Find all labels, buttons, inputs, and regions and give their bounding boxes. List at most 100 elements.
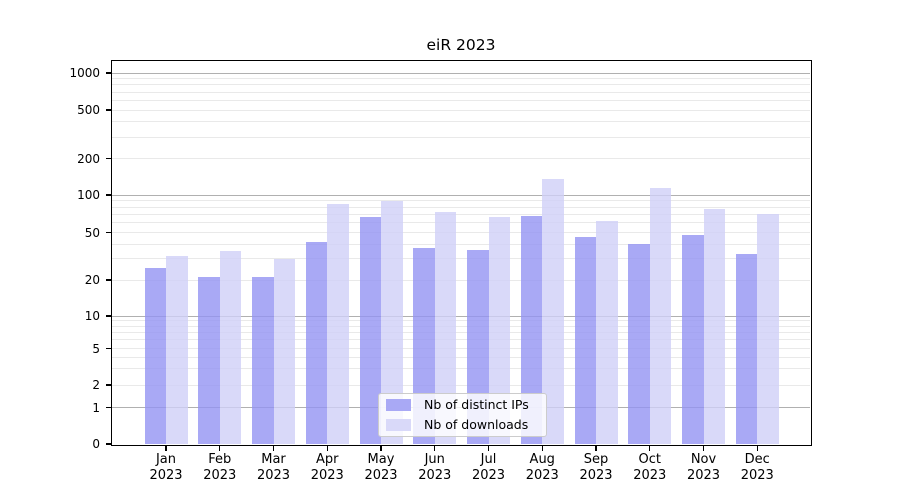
legend-swatch-downloads <box>386 419 411 431</box>
bar-downloads-aug-2023 <box>542 179 564 444</box>
x-tick-mark <box>756 445 758 451</box>
x-tick-label: Nov 2023 <box>686 452 721 483</box>
x-tick-label: Oct 2023 <box>633 452 667 483</box>
x-tick-mark <box>487 445 490 451</box>
bar-downloads-may-2023 <box>381 200 403 444</box>
minor-gridline <box>112 222 810 224</box>
y-tick-mark <box>105 194 111 196</box>
legend-label-downloads: Nb of downloads <box>424 417 529 432</box>
minor-gridline <box>112 109 810 111</box>
minor-gridline <box>112 136 810 138</box>
minor-gridline <box>112 243 810 245</box>
minor-gridline <box>112 121 810 123</box>
bar-downloads-oct-2023 <box>649 188 672 444</box>
x-tick-mark <box>434 445 436 451</box>
bar-downloads-dec-2023 <box>757 214 779 444</box>
y-tick-label: 1 <box>92 400 100 415</box>
bar-distinct-ips-feb-2023 <box>198 277 220 444</box>
bar-downloads-jun-2023 <box>434 212 457 444</box>
bar-downloads-jan-2023 <box>166 255 188 444</box>
bar-downloads-jul-2023 <box>488 217 510 444</box>
bar-distinct-ips-sep-2023 <box>574 236 596 444</box>
bar-distinct-ips-dec-2023 <box>735 254 758 444</box>
y-tick-label: 10 <box>84 309 100 323</box>
x-tick-mark <box>649 445 651 451</box>
bar-distinct-ips-apr-2023 <box>305 241 328 444</box>
x-tick-label: May 2023 <box>364 452 398 483</box>
minor-gridline <box>112 279 810 281</box>
x-tick-mark <box>380 445 382 451</box>
y-tick-mark <box>105 157 111 160</box>
bar-downloads-sep-2023 <box>596 220 618 444</box>
x-tick-label: Sep 2023 <box>579 452 613 483</box>
x-tick-mark <box>541 445 543 451</box>
minor-gridline <box>112 200 810 202</box>
minor-gridline <box>112 206 810 208</box>
bar-distinct-ips-oct-2023 <box>628 244 650 444</box>
minor-gridline <box>112 213 810 215</box>
y-tick-mark <box>105 406 111 409</box>
x-tick-label: Aug 2023 <box>525 452 559 483</box>
bar-distinct-ips-aug-2023 <box>520 215 543 444</box>
minor-gridline <box>112 232 810 233</box>
bar-downloads-feb-2023 <box>219 250 242 444</box>
minor-gridline <box>112 332 810 334</box>
minor-gridline <box>112 91 810 93</box>
minor-gridline <box>112 99 810 101</box>
minor-gridline <box>112 258 810 260</box>
bar-downloads-nov-2023 <box>703 209 725 444</box>
y-tick-mark <box>105 231 111 234</box>
minor-gridline <box>112 325 810 327</box>
y-tick-label: 2 <box>92 378 100 392</box>
y-tick-label: 5 <box>92 341 100 356</box>
y-tick-label: 1000 <box>69 66 100 80</box>
y-tick-label: 500 <box>77 103 100 117</box>
bar-distinct-ips-nov-2023 <box>682 234 704 444</box>
y-tick-mark <box>105 384 111 386</box>
legend-item-downloads: Nb of downloads <box>379 417 546 434</box>
bar-downloads-mar-2023 <box>273 258 295 444</box>
x-tick-label: Dec 2023 <box>740 452 774 483</box>
y-tick-label: 20 <box>84 273 100 287</box>
x-tick-label: Jun 2023 <box>418 452 452 483</box>
y-tick-mark <box>105 315 111 317</box>
bar-distinct-ips-mar-2023 <box>252 277 274 444</box>
y-tick-mark <box>105 443 111 445</box>
x-tick-label: Jan 2023 <box>149 452 183 483</box>
bar-distinct-ips-may-2023 <box>359 217 381 444</box>
plot-area <box>110 59 812 446</box>
legend-item-distinct-ips: Nb of distinct IPs <box>379 397 546 414</box>
y-tick-label: 200 <box>77 151 100 166</box>
minor-gridline <box>112 356 810 358</box>
legend-swatch-distinct-ips <box>386 399 411 411</box>
y-tick-label: 0 <box>92 437 100 451</box>
major-gridline <box>112 194 810 196</box>
minor-gridline <box>112 384 810 386</box>
minor-gridline <box>112 368 810 370</box>
major-gridline <box>112 315 810 317</box>
x-tick-mark <box>326 445 328 451</box>
bar-downloads-apr-2023 <box>327 204 349 444</box>
x-tick-label: Mar 2023 <box>256 452 291 483</box>
x-tick-mark <box>595 445 597 451</box>
major-gridline <box>112 72 810 74</box>
chart-title: eiR 2023 <box>426 36 496 54</box>
minor-gridline <box>112 84 810 86</box>
minor-gridline <box>112 320 810 322</box>
y-tick-mark <box>105 347 111 350</box>
x-tick-label: Jul 2023 <box>471 452 506 483</box>
minor-gridline <box>112 78 810 80</box>
legend-label-distinct-ips: Nb of distinct IPs <box>424 397 529 412</box>
y-tick-mark <box>105 279 111 281</box>
x-tick-mark <box>165 445 167 451</box>
minor-gridline <box>112 348 810 349</box>
y-tick-label: 100 <box>77 188 100 202</box>
x-tick-mark <box>219 445 221 451</box>
x-tick-mark <box>702 445 705 451</box>
minor-gridline <box>112 158 810 159</box>
y-tick-mark <box>105 72 111 74</box>
legend: Nb of distinct IPs Nb of downloads <box>378 393 547 437</box>
minor-gridline <box>112 339 810 341</box>
y-tick-mark <box>105 109 111 111</box>
